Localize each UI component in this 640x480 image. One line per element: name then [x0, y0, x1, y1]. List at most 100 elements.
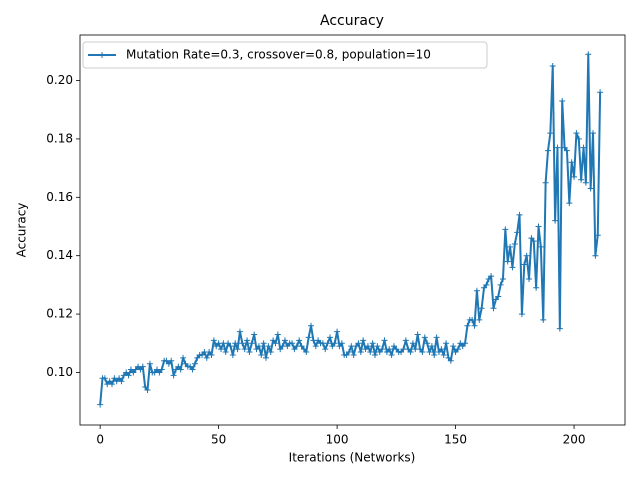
point-marker: [462, 340, 469, 347]
point-marker: [386, 346, 393, 353]
point-marker: [97, 401, 104, 408]
point-marker: [239, 340, 246, 347]
legend-label: Mutation Rate=0.3, crossover=0.8, popula…: [126, 48, 431, 62]
point-marker: [246, 349, 253, 356]
point-marker: [478, 305, 485, 312]
point-marker: [566, 200, 573, 207]
point-marker: [535, 223, 542, 230]
y-axis-label: Accuracy: [15, 203, 29, 258]
point-marker: [255, 343, 262, 350]
point-marker: [433, 334, 440, 341]
point-marker: [554, 144, 561, 151]
x-tick-label: 0: [96, 433, 104, 447]
point-marker: [189, 366, 196, 373]
point-marker: [594, 232, 601, 239]
point-marker: [331, 340, 338, 347]
legend-box: [82, 41, 488, 69]
point-marker: [305, 334, 312, 341]
point-marker: [488, 273, 495, 280]
point-marker: [544, 147, 551, 154]
point-marker: [426, 349, 433, 356]
point-marker: [490, 305, 497, 312]
point-marker: [414, 331, 421, 338]
point-marker: [407, 349, 414, 356]
point-marker: [523, 252, 530, 259]
point-marker: [217, 346, 224, 353]
point-marker: [516, 211, 523, 218]
point-marker: [334, 328, 341, 335]
point-marker: [236, 328, 243, 335]
y-tick-label: 0.16: [46, 190, 73, 204]
point-marker: [168, 357, 175, 364]
point-marker: [497, 281, 504, 288]
point-marker: [355, 340, 362, 347]
point-marker: [552, 217, 559, 224]
point-marker: [537, 243, 544, 250]
point-marker: [495, 293, 502, 300]
point-marker: [360, 337, 367, 344]
point-marker: [241, 346, 248, 353]
point-marker: [289, 340, 296, 347]
point-marker: [471, 322, 478, 329]
point-marker: [511, 241, 518, 248]
y-tick-label: 0.10: [46, 365, 73, 379]
legend-marker: [99, 52, 105, 58]
point-marker: [265, 343, 272, 350]
point-marker: [350, 351, 357, 358]
y-tick-label: 0.14: [46, 248, 73, 262]
axes-frame: [79, 34, 626, 426]
point-marker: [388, 351, 395, 358]
point-marker: [476, 316, 483, 323]
point-marker: [229, 351, 236, 358]
point-marker: [580, 144, 587, 151]
point-marker: [473, 287, 480, 294]
point-marker: [322, 346, 329, 353]
point-marker: [428, 343, 435, 350]
point-marker: [125, 372, 132, 379]
x-tick-label: 150: [444, 433, 467, 447]
point-marker: [585, 51, 592, 58]
point-marker: [431, 351, 438, 358]
point-marker: [597, 89, 604, 96]
y-tick-label: 0.12: [46, 307, 73, 321]
point-marker: [440, 351, 447, 358]
point-marker: [582, 179, 589, 186]
point-marker: [509, 264, 516, 271]
point-marker: [369, 340, 376, 347]
point-marker: [540, 316, 547, 323]
point-marker: [324, 340, 331, 347]
point-marker: [507, 243, 514, 250]
legend: Mutation Rate=0.3, crossover=0.8, popula…: [82, 41, 488, 69]
point-marker: [573, 130, 580, 137]
point-marker: [267, 349, 274, 356]
point-marker: [326, 334, 333, 341]
point-marker: [542, 179, 549, 186]
point-marker: [402, 337, 409, 344]
point-marker: [381, 337, 388, 344]
point-marker: [549, 62, 556, 69]
point-marker: [504, 258, 511, 265]
point-marker: [244, 337, 251, 344]
point-marker: [177, 366, 184, 373]
point-marker: [533, 284, 540, 291]
point-marker: [263, 354, 270, 361]
point-marker: [514, 229, 521, 236]
point-marker: [180, 354, 187, 361]
point-marker: [260, 340, 267, 347]
point-marker: [248, 340, 255, 347]
x-tick-label: 100: [326, 433, 349, 447]
point-marker: [364, 343, 371, 350]
point-marker: [374, 343, 381, 350]
point-marker: [502, 226, 509, 233]
point-marker: [146, 360, 153, 367]
point-marker: [144, 386, 151, 393]
point-marker: [419, 349, 426, 356]
point-marker: [447, 357, 454, 364]
point-marker: [518, 311, 525, 318]
point-marker: [303, 349, 310, 356]
point-marker: [118, 378, 125, 385]
point-marker: [590, 130, 597, 137]
point-marker: [357, 349, 364, 356]
point-marker: [139, 363, 146, 370]
